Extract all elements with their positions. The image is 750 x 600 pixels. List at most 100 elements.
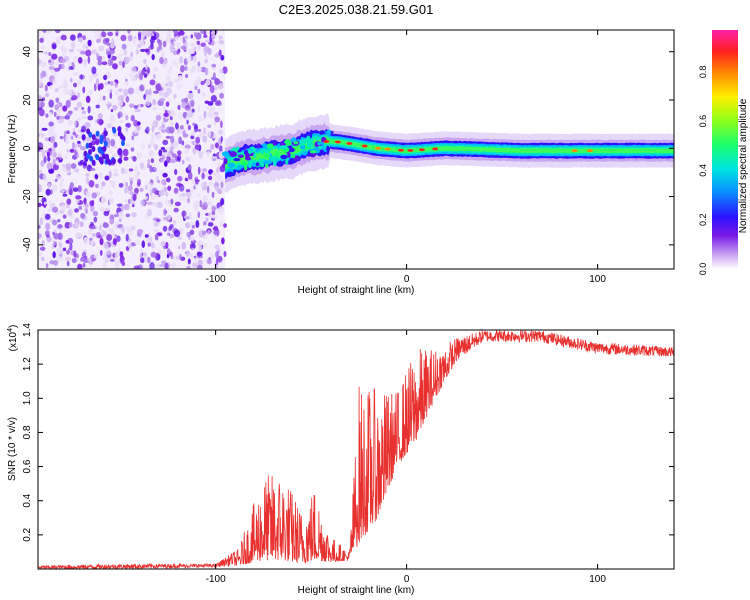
noise-blob bbox=[130, 75, 136, 82]
noise-blob bbox=[148, 182, 154, 191]
noise-blob bbox=[118, 94, 125, 99]
noise-blob bbox=[215, 257, 219, 266]
noise-blob bbox=[147, 67, 150, 75]
signal-blob bbox=[299, 139, 307, 145]
snr-scale-exponent: 4 bbox=[7, 328, 14, 332]
noise-blob bbox=[72, 187, 79, 192]
noise-blob bbox=[86, 137, 92, 142]
noise-blob bbox=[218, 255, 223, 262]
noise-blob bbox=[125, 56, 130, 64]
noise-blob bbox=[102, 55, 105, 62]
noise-blob bbox=[115, 261, 121, 266]
noise-blob bbox=[48, 59, 52, 63]
noise-blob bbox=[157, 254, 161, 261]
noise-blob bbox=[144, 195, 149, 200]
noise-blob bbox=[130, 225, 136, 231]
noise-blob bbox=[42, 173, 47, 181]
noise-blob bbox=[169, 233, 174, 239]
noise-blob bbox=[93, 74, 98, 79]
y-tick-label: 20 bbox=[22, 94, 33, 106]
noise-blob bbox=[96, 52, 99, 58]
noise-blob bbox=[95, 154, 100, 161]
noise-blob bbox=[133, 119, 139, 127]
noise-blob bbox=[101, 153, 106, 160]
noise-blob bbox=[104, 207, 110, 212]
noise-blob bbox=[167, 151, 171, 157]
noise-blob bbox=[99, 249, 103, 256]
noise-blob bbox=[211, 172, 217, 177]
noise-blob bbox=[103, 242, 109, 249]
noise-blob bbox=[95, 104, 100, 109]
noise-blob bbox=[125, 181, 128, 188]
noise-blob bbox=[107, 159, 112, 166]
noise-blob bbox=[125, 213, 131, 218]
noise-blob bbox=[116, 203, 123, 207]
snr-series bbox=[38, 330, 674, 569]
noise-blob bbox=[125, 78, 128, 82]
noise-blob bbox=[178, 136, 182, 145]
noise-blob bbox=[110, 109, 114, 113]
noise-blob bbox=[134, 187, 139, 194]
noise-blob bbox=[89, 204, 95, 212]
signal-peak bbox=[323, 140, 330, 143]
noise-blob bbox=[89, 74, 93, 83]
noise-blob bbox=[66, 249, 70, 255]
noise-blob bbox=[55, 87, 59, 92]
noise-blob bbox=[47, 183, 51, 189]
noise-blob bbox=[127, 243, 132, 249]
noise-blob bbox=[43, 51, 49, 55]
noise-blob bbox=[191, 262, 198, 269]
noise-blob bbox=[91, 145, 96, 152]
noise-blob bbox=[70, 163, 77, 169]
noise-blob bbox=[211, 32, 216, 40]
noise-blob bbox=[176, 150, 182, 156]
noise-blob bbox=[44, 213, 51, 220]
noise-blob bbox=[207, 110, 214, 117]
noise-blob bbox=[67, 89, 73, 96]
noise-blob bbox=[50, 189, 53, 195]
noise-blob bbox=[138, 103, 141, 109]
noise-blob bbox=[153, 221, 160, 227]
noise-blob bbox=[185, 147, 189, 154]
noise-blob bbox=[211, 191, 215, 198]
signal-peak bbox=[346, 142, 353, 145]
noise-blob bbox=[77, 129, 82, 134]
noise-blob bbox=[207, 222, 214, 227]
noise-blob bbox=[106, 234, 113, 242]
noise-blob bbox=[56, 255, 63, 262]
noise-blob bbox=[95, 78, 100, 86]
noise-blob bbox=[149, 165, 153, 173]
noise-blob bbox=[68, 66, 74, 70]
noise-blob bbox=[52, 251, 56, 259]
y-tick-label: 1.0 bbox=[22, 391, 33, 405]
noise-blob bbox=[111, 181, 116, 189]
noise-blob bbox=[108, 190, 113, 196]
noise-blob bbox=[68, 119, 74, 124]
signal-blob bbox=[326, 145, 330, 153]
noise-blob bbox=[77, 57, 83, 64]
colorbar-label: Normalized spectral amplitude bbox=[738, 98, 749, 233]
noise-blob bbox=[123, 88, 129, 97]
noise-blob bbox=[112, 104, 118, 111]
noise-blob bbox=[104, 81, 109, 86]
noise-blob bbox=[77, 140, 81, 145]
noise-blob bbox=[207, 47, 212, 56]
noise-blob bbox=[204, 39, 210, 43]
noise-blob bbox=[184, 65, 188, 71]
noise-blob bbox=[170, 198, 174, 205]
noise-blob bbox=[207, 200, 213, 206]
noise-blob bbox=[39, 246, 46, 251]
noise-blob bbox=[81, 134, 86, 141]
noise-blob bbox=[184, 215, 187, 219]
noise-blob bbox=[176, 156, 181, 161]
noise-blob bbox=[88, 260, 94, 265]
noise-blob bbox=[223, 250, 227, 258]
noise-blob bbox=[187, 171, 193, 180]
colorbar-tick-label: 0.4 bbox=[698, 164, 708, 177]
noise-blob bbox=[187, 258, 191, 265]
noise-blob bbox=[167, 99, 171, 103]
noise-blob bbox=[64, 155, 68, 160]
noise-blob bbox=[206, 258, 212, 265]
noise-blob bbox=[218, 83, 224, 90]
x-tick-label: 100 bbox=[589, 274, 606, 285]
